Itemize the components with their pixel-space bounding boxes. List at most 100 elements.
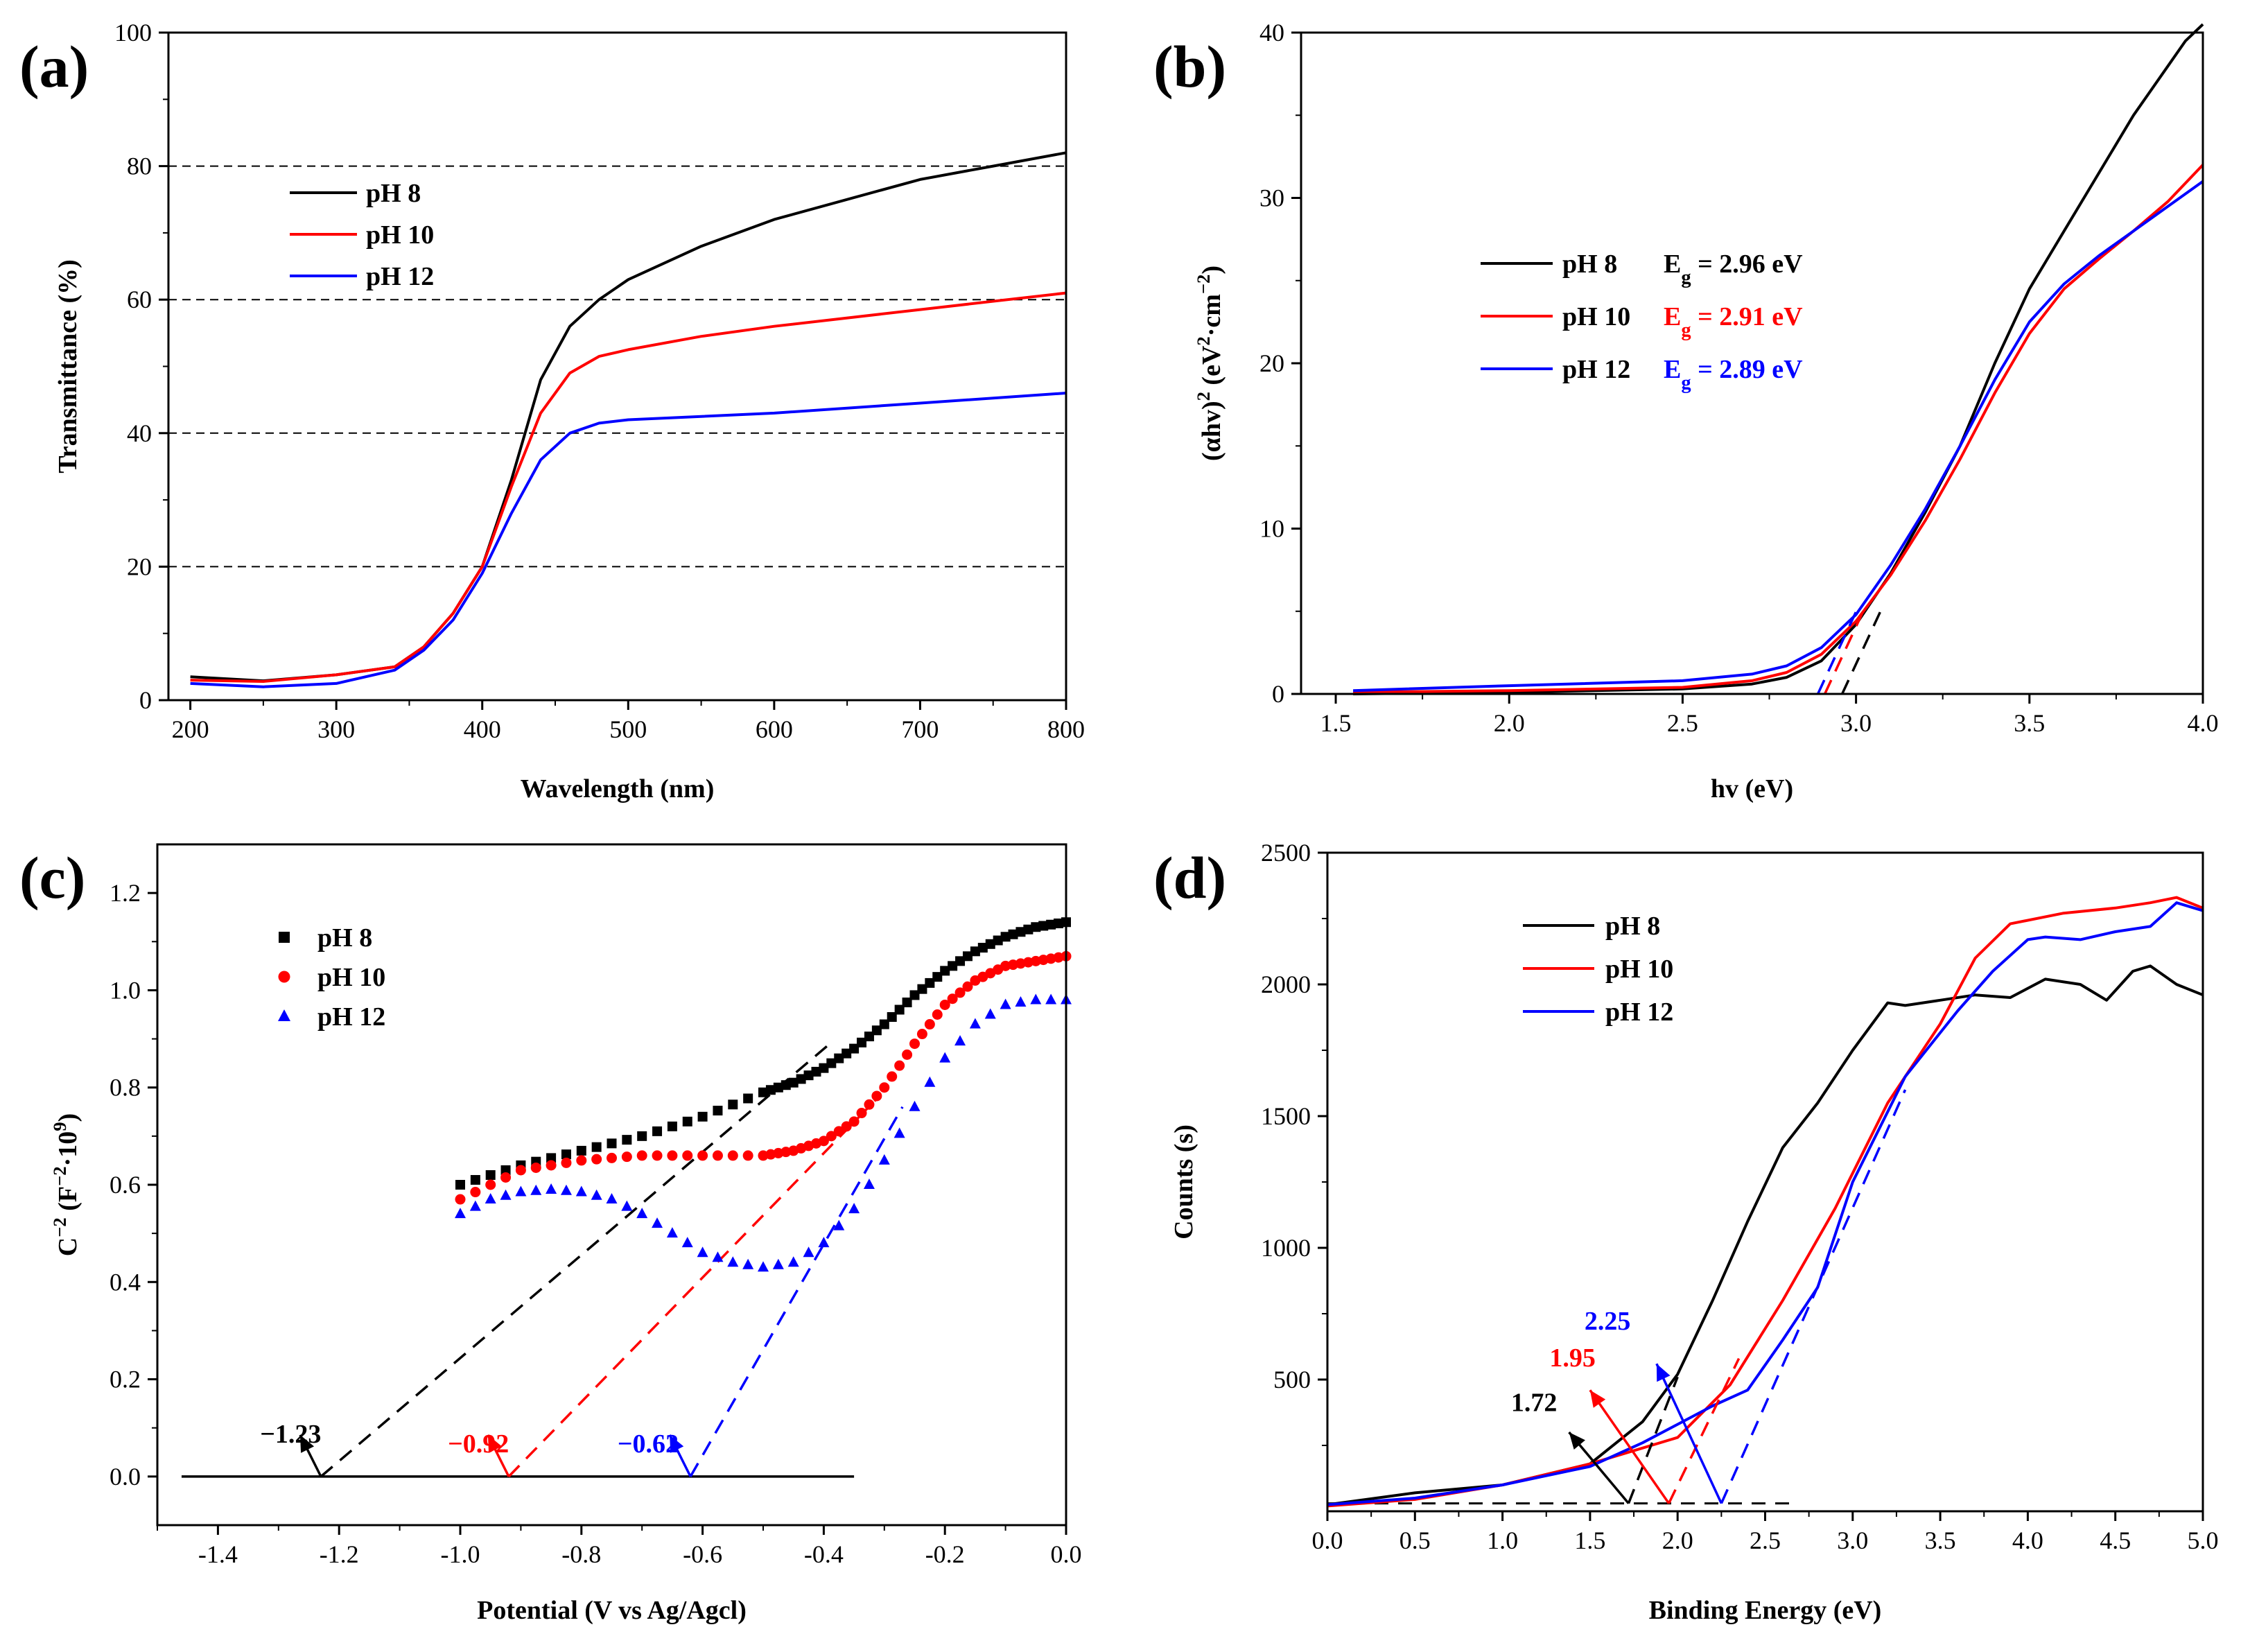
panel-d-x-tick-label: 2.0 bbox=[1662, 1527, 1693, 1554]
panel-b-x-tick-label: 3.5 bbox=[2014, 709, 2045, 737]
panel-c-marker bbox=[697, 1150, 708, 1161]
panel-c-marker bbox=[530, 1162, 541, 1173]
panel-c-flatband-arrow-head bbox=[299, 1434, 315, 1453]
panel-c-marker bbox=[470, 1174, 480, 1185]
panel-b-y-tick-label: 40 bbox=[1259, 19, 1284, 46]
panel-c-marker bbox=[948, 961, 958, 971]
panel-c-marker bbox=[924, 1076, 936, 1087]
panel-c-x-tick-label: 0.0 bbox=[1051, 1540, 1082, 1568]
panel-d-x-tick-label: 0.0 bbox=[1312, 1527, 1343, 1554]
panel-c-marker bbox=[811, 1066, 821, 1077]
panel-c-marker bbox=[833, 1126, 844, 1137]
panel-d-y-axis-label: Counts (s) bbox=[1169, 1124, 1198, 1240]
panel-b-legend-label: pH 8 bbox=[1562, 250, 1617, 279]
panel-a-y-tick-label: 40 bbox=[127, 419, 152, 447]
panel-d-edge-arrow bbox=[1655, 1363, 1723, 1504]
panel-c-marker bbox=[864, 1032, 874, 1042]
panel-c-marker bbox=[871, 1090, 882, 1102]
panel-c-marker bbox=[697, 1246, 708, 1258]
panel-c-marker bbox=[781, 1080, 791, 1090]
panel-b-x-tick-label: 3.0 bbox=[1840, 709, 1872, 737]
panel-c-marker bbox=[879, 1019, 889, 1029]
panel-c-marker bbox=[924, 1019, 935, 1030]
panel-c-marker bbox=[939, 999, 950, 1010]
panel-d-edge-arrow-head bbox=[1656, 1364, 1671, 1382]
panel-c-marker bbox=[666, 1227, 678, 1238]
panel-d-edge-label: 2.25 bbox=[1585, 1307, 1631, 1336]
panel-c-x-tick-label: -0.2 bbox=[925, 1540, 965, 1568]
panel-c-marker bbox=[818, 1136, 829, 1147]
panel-d-series-pH10 bbox=[1327, 896, 2204, 1508]
panel-c-marker bbox=[652, 1217, 663, 1228]
panel-a-label: (a) bbox=[19, 33, 89, 100]
panel-c-marker bbox=[818, 1237, 830, 1248]
panel-a-x-tick-label: 400 bbox=[464, 715, 501, 743]
panel-c-marker bbox=[1015, 927, 1026, 937]
panel-d-edge-label: 1.95 bbox=[1549, 1344, 1596, 1373]
panel-c-marker bbox=[841, 1121, 852, 1132]
panel-c-marker bbox=[758, 1261, 769, 1272]
panel-b-label: (b) bbox=[1153, 33, 1226, 100]
panel-c-marker bbox=[728, 1099, 738, 1110]
panel-c-marker bbox=[796, 1074, 806, 1084]
panel-c-marker bbox=[515, 1165, 526, 1176]
panel-c-marker bbox=[833, 1219, 845, 1231]
panel-c-legend-marker bbox=[279, 932, 290, 943]
panel-a-x-tick-label: 200 bbox=[172, 715, 209, 743]
panel-d-x-tick-label: 4.5 bbox=[2100, 1527, 2131, 1554]
panel-c-y-tick-label: 0.6 bbox=[110, 1171, 141, 1199]
panel-c-marker bbox=[485, 1179, 496, 1190]
panel-c-marker bbox=[863, 1179, 875, 1189]
panel-c-y-tick-label: 0.8 bbox=[110, 1074, 141, 1102]
panel-c-tangent-pH12 bbox=[689, 1106, 904, 1477]
panel-c-marker bbox=[1031, 922, 1041, 932]
panel-d-series-pH8 bbox=[1327, 964, 2204, 1506]
panel-a-y-tick-label: 0 bbox=[139, 686, 152, 714]
panel-c-marker bbox=[788, 1077, 799, 1088]
panel-c-marker bbox=[857, 1037, 867, 1047]
panel-c-marker bbox=[909, 1100, 921, 1111]
panel-c-flatband-label: −0.92 bbox=[448, 1429, 509, 1459]
panel-d: (d) 1.72 1.95 2.25 0.0 0.5 1.0 1.5 2.0 2.5 3.0 3.5 4… bbox=[1153, 839, 2219, 1625]
panel-c-marker bbox=[652, 1150, 663, 1161]
panel-c-marker bbox=[713, 1106, 723, 1116]
panel-d-series-pH12 bbox=[1327, 901, 2204, 1506]
panel-c-marker bbox=[932, 1009, 943, 1020]
panel-d-y-tick-label: 1000 bbox=[1261, 1234, 1311, 1262]
panel-c-marker bbox=[984, 1008, 996, 1019]
panel-c-series-pH8 bbox=[455, 917, 1071, 1190]
panel-a-plot-frame bbox=[167, 31, 1067, 702]
panel-c-marker bbox=[947, 993, 958, 1005]
panel-c-marker bbox=[561, 1157, 572, 1168]
panel-c-marker bbox=[826, 1058, 837, 1068]
panel-c-flatband-arrow-head bbox=[487, 1434, 503, 1453]
panel-c-flatband-label: −0.62 bbox=[618, 1429, 679, 1459]
panel-c-marker bbox=[546, 1183, 557, 1194]
panel-c-marker bbox=[576, 1155, 587, 1166]
panel-c-flatband-arrow-head bbox=[670, 1434, 684, 1453]
panel-c-marker bbox=[917, 984, 927, 994]
panel-a-x-tick-label: 300 bbox=[317, 715, 355, 743]
panel-c-series-pH12 bbox=[455, 993, 1072, 1272]
panel-c-marker bbox=[500, 1172, 512, 1183]
panel-c-marker bbox=[954, 1035, 966, 1046]
panel-b-series-pH12 bbox=[1353, 180, 2204, 693]
panel-b-x-tick-label: 2.0 bbox=[1494, 709, 1525, 737]
panel-c-x-tick-label: -1.4 bbox=[198, 1540, 238, 1568]
panel-c-marker bbox=[864, 1099, 875, 1110]
panel-c-marker bbox=[887, 1071, 898, 1082]
panel-d-legend-label: pH 8 bbox=[1605, 912, 1660, 941]
panel-b-legend-eg: Eg = 2.89 eV bbox=[1664, 355, 1803, 394]
panel-c-marker bbox=[1015, 995, 1027, 1007]
panel-c-marker bbox=[1046, 919, 1056, 930]
panel-c-marker bbox=[636, 1208, 648, 1219]
panel-a-series-pH12 bbox=[190, 392, 1067, 688]
panel-c-marker bbox=[834, 1053, 844, 1063]
panel-a-x-tick-label: 600 bbox=[756, 715, 793, 743]
panel-c-marker bbox=[667, 1150, 678, 1161]
panel-c-series-pH10 bbox=[455, 950, 1072, 1205]
panel-c-marker bbox=[902, 1049, 913, 1060]
panel-c-y-axis-label: C−2 (F−2·109) bbox=[49, 1113, 82, 1256]
panel-c-marker bbox=[591, 1154, 602, 1165]
